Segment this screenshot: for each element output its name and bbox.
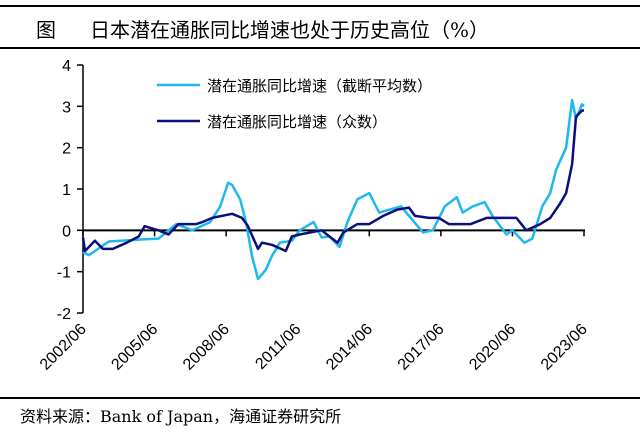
- title-text: 日本潜在通胀同比增速也处于历史高位（%）: [90, 18, 490, 42]
- legend-label-trimmed-mean: 潜在通胀同比增速（截断平均数）: [207, 77, 432, 95]
- bottom-rule: [0, 397, 640, 399]
- x-tick-label: 2020/06: [466, 321, 519, 374]
- source-note: 资料来源：Bank of Japan，海通证券研究所: [20, 407, 342, 426]
- top-rule: [0, 5, 640, 7]
- chart-title: 图 日本潜在通胀同比增速也处于历史高位（%）: [36, 14, 489, 43]
- x-tick-label: 2014/06: [323, 321, 376, 374]
- figure-prefix: 图: [36, 18, 56, 42]
- legend-label-mode: 潜在通胀同比增速（众数）: [207, 113, 387, 131]
- title-rule: [0, 47, 640, 49]
- series-lines: [81, 98, 585, 281]
- series-line-trimmed-mean: [82, 98, 585, 281]
- series-line-mode: [81, 109, 584, 253]
- y-tick-label: 3: [62, 99, 71, 116]
- x-tick-label: 2002/06: [37, 321, 90, 374]
- x-tick-label: 2008/06: [180, 321, 233, 374]
- x-tick-label: 2005/06: [108, 321, 161, 374]
- x-tick-label: 2023/06: [538, 321, 591, 374]
- y-tick-label: -1: [57, 265, 71, 282]
- x-tick-label: 2011/06: [252, 321, 304, 373]
- y-tick-label: -2: [57, 306, 71, 323]
- legend: 潜在通胀同比增速（截断平均数） 潜在通胀同比增速（众数）: [157, 77, 432, 131]
- y-tick-label: 1: [62, 182, 71, 199]
- x-tick-label: 2017/06: [395, 321, 448, 374]
- y-tick-label: 0: [62, 223, 71, 240]
- y-tick-label: 4: [62, 58, 71, 75]
- y-tick-label: 2: [62, 141, 71, 158]
